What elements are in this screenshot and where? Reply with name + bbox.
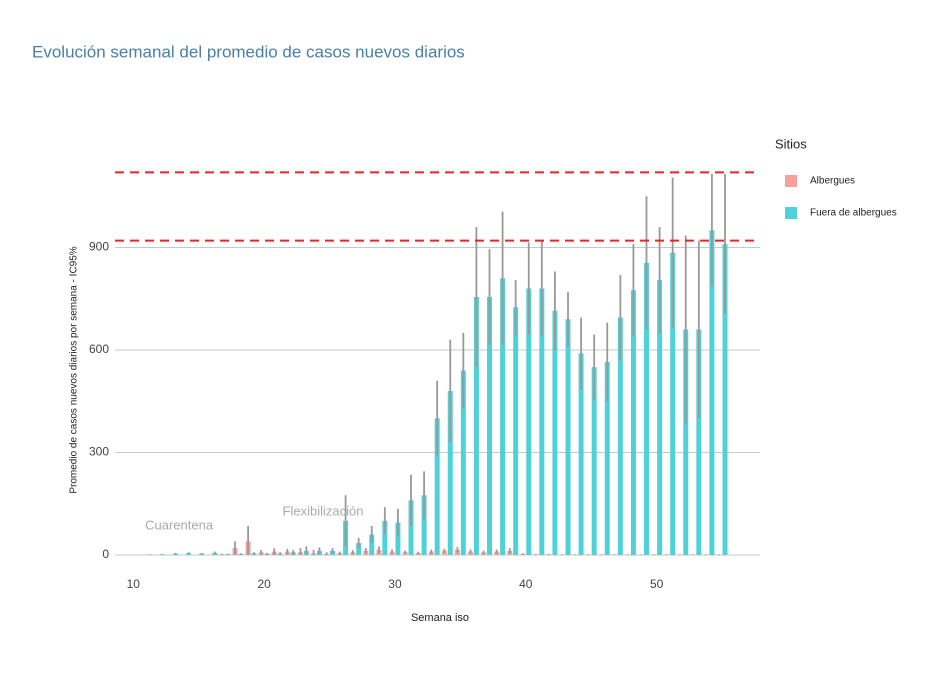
bar: [356, 543, 362, 555]
legend-label: Albergues: [810, 176, 855, 187]
bar: [395, 522, 401, 555]
bar: [591, 367, 597, 555]
x-axis-label: Semana iso: [411, 612, 469, 624]
annotation: Cuarentena: [145, 517, 214, 532]
bar: [369, 534, 375, 555]
bar: [473, 297, 479, 555]
bar: [722, 244, 728, 556]
x-tick-label: 10: [127, 577, 141, 591]
y-tick-label: 600: [89, 342, 109, 356]
bar: [617, 317, 623, 555]
bar: [539, 288, 545, 555]
bar: [709, 230, 715, 555]
bar: [696, 329, 702, 555]
bar: [382, 520, 388, 555]
bar: [644, 262, 649, 555]
bar: [447, 391, 453, 555]
bar: [565, 319, 571, 555]
annotation: Flexibilización: [283, 504, 364, 519]
legend-label: Fuera de albergues: [810, 208, 897, 219]
x-tick-label: 50: [650, 577, 664, 591]
legend-title: Sitios: [775, 136, 807, 151]
bar: [513, 307, 519, 555]
bar: [526, 288, 532, 555]
bar: [408, 500, 414, 555]
bar: [487, 297, 492, 555]
bar: [657, 279, 663, 555]
y-tick-label: 300: [89, 445, 109, 459]
x-tick-label: 20: [257, 577, 271, 591]
bar: [604, 361, 610, 555]
y-tick-label: 0: [102, 547, 109, 561]
y-tick-label: 900: [89, 240, 109, 254]
bar: [434, 418, 440, 555]
x-tick-label: 30: [388, 577, 402, 591]
bar: [578, 353, 584, 555]
chart-title: Evolución semanal del promedio de casos …: [32, 42, 465, 61]
legend-swatch: [785, 207, 797, 219]
bar: [683, 329, 689, 555]
x-tick-label: 40: [519, 577, 533, 591]
bar: [670, 252, 676, 555]
y-axis-label: Promedio de casos nuevos diarios por sem…: [69, 246, 80, 493]
bar: [460, 370, 466, 555]
legend-swatch: [785, 175, 797, 187]
bar: [500, 278, 506, 555]
bar: [630, 290, 636, 555]
bar: [552, 310, 558, 555]
bar: [421, 495, 427, 555]
